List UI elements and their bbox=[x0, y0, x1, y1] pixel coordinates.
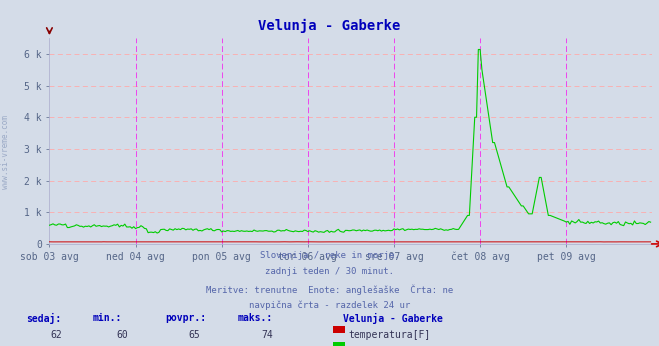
Text: min.:: min.: bbox=[92, 313, 122, 323]
Text: navpična črta - razdelek 24 ur: navpična črta - razdelek 24 ur bbox=[249, 301, 410, 310]
Text: sedaj:: sedaj: bbox=[26, 313, 61, 324]
Text: povpr.:: povpr.: bbox=[165, 313, 206, 323]
Text: Slovenija / reke in morje.: Slovenija / reke in morje. bbox=[260, 251, 399, 260]
Text: temperatura[F]: temperatura[F] bbox=[348, 330, 430, 340]
Text: maks.:: maks.: bbox=[237, 313, 272, 323]
Text: Velunja - Gaberke: Velunja - Gaberke bbox=[343, 313, 443, 324]
Text: 65: 65 bbox=[188, 330, 200, 340]
Text: 62: 62 bbox=[50, 330, 62, 340]
Text: 74: 74 bbox=[261, 330, 273, 340]
Text: Meritve: trenutne  Enote: anglešaške  Črta: ne: Meritve: trenutne Enote: anglešaške Črta… bbox=[206, 284, 453, 294]
Text: www.si-vreme.com: www.si-vreme.com bbox=[1, 115, 10, 189]
Text: zadnji teden / 30 minut.: zadnji teden / 30 minut. bbox=[265, 267, 394, 276]
Text: 60: 60 bbox=[116, 330, 128, 340]
Text: Velunja - Gaberke: Velunja - Gaberke bbox=[258, 19, 401, 33]
